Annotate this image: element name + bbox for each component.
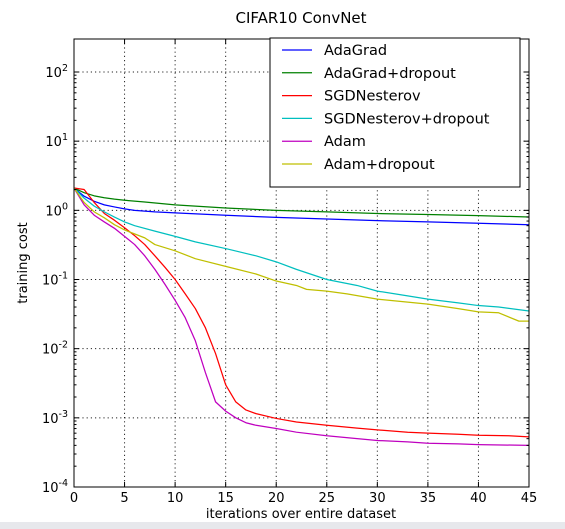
x-tick-label: 25 xyxy=(319,491,336,506)
chart-title: CIFAR10 ConvNet xyxy=(235,9,366,27)
series-line-adagrad xyxy=(73,187,530,226)
x-tick-label: 0 xyxy=(70,491,78,506)
x-tick-label: 40 xyxy=(470,491,487,506)
legend-label: AdaGrad xyxy=(324,43,387,59)
axis-ticks: 0 5 10 15 20 25 30 35 40 45 10-4 10-3 10-2 10-1 100 101… xyxy=(42,39,537,506)
legend-box xyxy=(269,37,521,188)
x-tick-label: 35 xyxy=(420,491,437,506)
legend-label: AdaGrad+dropout xyxy=(324,66,456,82)
y-tick-label: 100 xyxy=(45,201,68,219)
x-tick-label: 30 xyxy=(369,491,386,506)
series-line-adam-dropout xyxy=(73,187,529,322)
y-tick-label: 102 xyxy=(45,63,68,81)
series-line-sgdnesterov xyxy=(73,187,530,438)
x-tick-label: 20 xyxy=(268,491,285,506)
series-line-sgdnesterov-dropout xyxy=(73,187,530,312)
series-line-adagrad-dropout xyxy=(73,187,530,218)
y-tick-label: 10-3 xyxy=(42,409,68,427)
series-line-adam xyxy=(73,187,530,446)
x-tick-label: 10 xyxy=(167,491,184,506)
x-tick-label: 45 xyxy=(521,491,538,506)
y-tick-label: 10-4 xyxy=(42,478,68,496)
series-lines xyxy=(73,187,530,446)
legend-label: SGDNesterov+dropout xyxy=(324,111,490,127)
y-tick-label: 10-2 xyxy=(42,340,68,358)
y-tick-label: 10-1 xyxy=(42,271,68,289)
legend-label: SGDNesterov xyxy=(324,89,421,105)
y-tick-label: 101 xyxy=(45,132,68,150)
legend: AdaGrad AdaGrad+dropout SGDNesterov SGDNest… xyxy=(269,37,521,188)
legend-label: Adam+dropout xyxy=(324,157,435,173)
window-bottom-edge xyxy=(0,522,565,529)
x-tick-label: 15 xyxy=(217,491,234,506)
y-axis-label: training cost xyxy=(16,222,31,303)
x-axis-label: iterations over entire dataset xyxy=(206,507,396,522)
x-tick-label: 5 xyxy=(120,491,128,506)
legend-label: Adam xyxy=(324,134,366,150)
